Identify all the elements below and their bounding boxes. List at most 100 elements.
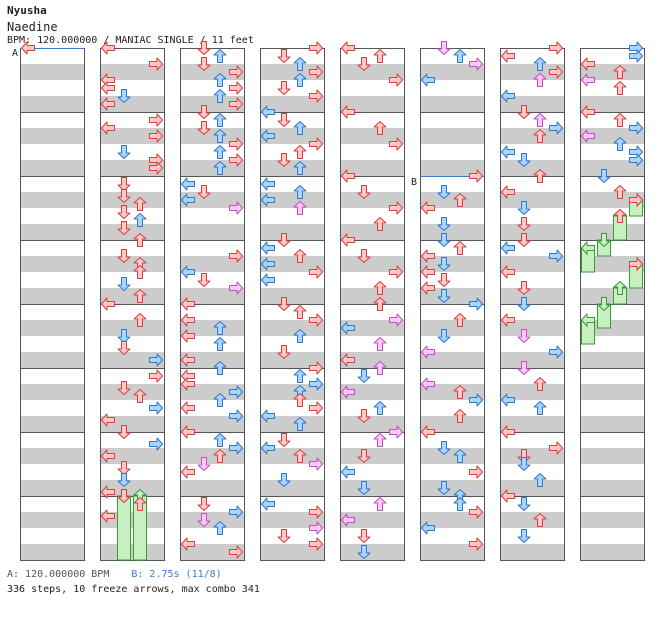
beat-stripe [340, 416, 404, 432]
up-arrow-icon [373, 401, 387, 415]
beat-stripe [420, 288, 484, 304]
down-arrow-icon [117, 145, 131, 159]
beat-stripe [100, 224, 164, 240]
down-arrow-icon [117, 189, 131, 203]
beat-stripe [180, 384, 244, 400]
down-arrow-icon [277, 153, 291, 167]
beat-stripe [180, 352, 244, 368]
bpm-b-marker: B [411, 177, 417, 188]
down-arrow-icon [277, 473, 291, 487]
right-arrow-icon [149, 437, 163, 451]
right-arrow-icon [469, 297, 483, 311]
right-arrow-icon [229, 385, 243, 399]
right-arrow-icon [309, 41, 323, 55]
right-arrow-icon [149, 369, 163, 383]
up-arrow-icon [373, 497, 387, 511]
down-arrow-icon [357, 481, 371, 495]
down-arrow-icon [197, 105, 211, 119]
down-arrow-icon [437, 441, 451, 455]
right-arrow-icon [309, 457, 323, 471]
right-arrow-icon [149, 57, 163, 71]
freeze-head-left-arrow-icon [580, 312, 595, 328]
down-arrow-icon [437, 217, 451, 231]
freeze-body [629, 263, 643, 289]
left-arrow-icon [181, 425, 195, 439]
left-arrow-icon [101, 449, 115, 463]
beat-stripe [340, 128, 404, 144]
up-arrow-icon [293, 121, 307, 135]
up-arrow-icon [213, 433, 227, 447]
right-arrow-icon [469, 505, 483, 519]
down-arrow-icon [517, 297, 531, 311]
column-frame [340, 48, 405, 561]
left-arrow-icon [261, 241, 275, 255]
right-arrow-icon [229, 409, 243, 423]
right-arrow-icon [309, 401, 323, 415]
left-arrow-icon [421, 201, 435, 215]
beat-stripe [180, 512, 244, 528]
beat-stripe [100, 128, 164, 144]
column-frame [260, 48, 325, 561]
beat-stripe [500, 544, 564, 560]
beat-stripe [260, 512, 324, 528]
right-arrow-icon [389, 137, 403, 151]
down-arrow-icon [117, 177, 131, 191]
down-arrow-icon [117, 329, 131, 343]
right-arrow-icon [629, 145, 643, 159]
up-arrow-icon [613, 65, 627, 79]
down-arrow-icon [437, 233, 451, 247]
beat-stripe [420, 512, 484, 528]
beat-stripe [180, 544, 244, 560]
right-arrow-icon [469, 393, 483, 407]
down-arrow-icon [277, 233, 291, 247]
up-arrow-icon [373, 361, 387, 375]
down-arrow-icon [277, 345, 291, 359]
up-arrow-icon [293, 449, 307, 463]
up-arrow-icon [533, 73, 547, 87]
beat-stripe [580, 96, 644, 112]
left-arrow-icon [341, 233, 355, 247]
beat-stripe [20, 384, 84, 400]
right-arrow-icon [469, 465, 483, 479]
right-arrow-icon [389, 201, 403, 215]
up-arrow-icon [133, 289, 147, 303]
column-frame [580, 48, 645, 561]
beat-stripe [100, 480, 164, 496]
up-arrow-icon [213, 113, 227, 127]
beat-stripe [20, 128, 84, 144]
left-arrow-icon [341, 105, 355, 119]
up-arrow-icon [453, 49, 467, 63]
left-arrow-icon [421, 377, 435, 391]
beat-stripe [20, 96, 84, 112]
down-arrow-icon [117, 89, 131, 103]
up-arrow-icon [453, 313, 467, 327]
down-arrow-icon [197, 121, 211, 135]
left-arrow-icon [181, 297, 195, 311]
right-arrow-icon [149, 161, 163, 175]
beat-stripe [340, 64, 404, 80]
beat-stripe [340, 512, 404, 528]
right-arrow-icon [309, 361, 323, 375]
down-arrow-icon [197, 185, 211, 199]
right-arrow-icon [549, 121, 563, 135]
freeze-head-down-arrow-icon [596, 297, 612, 312]
down-arrow-icon [517, 281, 531, 295]
down-arrow-icon [117, 277, 131, 291]
up-arrow-icon [213, 337, 227, 351]
left-arrow-icon [421, 249, 435, 263]
left-arrow-icon [181, 329, 195, 343]
down-arrow-icon [117, 341, 131, 355]
down-arrow-icon [197, 57, 211, 71]
beat-stripe [500, 64, 564, 80]
beat-stripe [260, 544, 324, 560]
up-arrow-icon [293, 417, 307, 431]
down-arrow-icon [277, 49, 291, 63]
up-arrow-icon [533, 513, 547, 527]
left-arrow-icon [181, 537, 195, 551]
up-arrow-icon [293, 201, 307, 215]
song-title: Naedine [7, 20, 58, 34]
up-arrow-icon [133, 265, 147, 279]
left-arrow-icon [581, 57, 595, 71]
beat-stripe [580, 160, 644, 176]
up-arrow-icon [133, 233, 147, 247]
